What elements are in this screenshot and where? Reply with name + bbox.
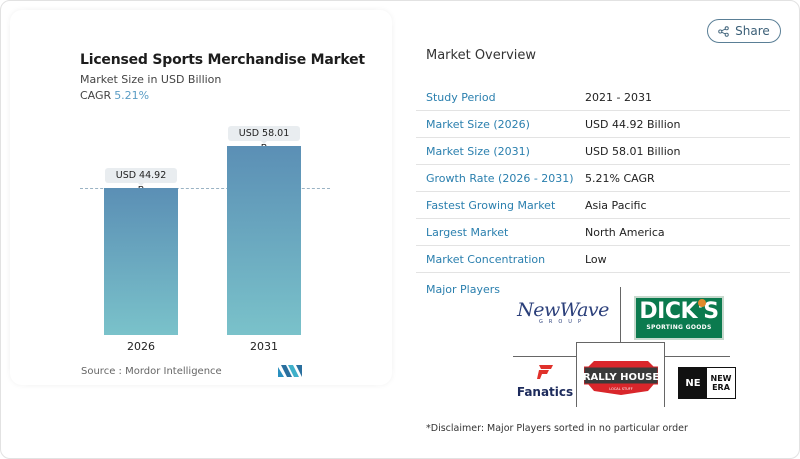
chart-subtitle: Market Size in USD Billion — [80, 73, 222, 86]
bar-2031[interactable] — [227, 146, 301, 335]
mordor-logo-icon — [278, 365, 302, 377]
x-label-2026: 2026 — [127, 340, 155, 353]
share-label: Share — [735, 24, 770, 38]
row-value: USD 58.01 Billion — [585, 144, 681, 158]
table-row: Study Period 2021 - 2031 — [416, 84, 790, 111]
row-value: North America — [585, 225, 665, 239]
bar-2026[interactable] — [104, 188, 178, 335]
row-key: Study Period — [426, 90, 496, 104]
svg-text:LOCAL STUFF: LOCAL STUFF — [609, 387, 632, 391]
x-label-2031: 2031 — [250, 340, 278, 353]
reference-line — [80, 188, 330, 189]
row-value: USD 44.92 Billion — [585, 117, 681, 131]
row-key: Fastest Growing Market — [426, 198, 556, 212]
row-value: Asia Pacific — [585, 198, 647, 212]
row-key: Market Size (2031) — [426, 144, 530, 158]
overview-table: Study Period 2021 - 2031 Market Size (20… — [416, 84, 790, 273]
row-value: 2021 - 2031 — [585, 90, 652, 104]
divider — [513, 356, 577, 357]
major-players-label: Major Players — [426, 283, 500, 296]
share-icon — [718, 25, 729, 37]
cagr: CAGR 5.21% — [80, 89, 149, 102]
row-key: Market Size (2026) — [426, 117, 530, 131]
svg-text:RALLY HOUSE: RALLY HOUSE — [584, 372, 658, 383]
chart-card — [10, 10, 392, 385]
chart-title: Licensed Sports Merchandise Market — [80, 52, 365, 68]
row-value: 5.21% CAGR — [585, 171, 655, 185]
table-row: Growth Rate (2026 - 2031) 5.21% CAGR — [416, 165, 790, 192]
table-row: Fastest Growing Market Asia Pacific — [416, 192, 790, 219]
basketball-icon — [698, 299, 706, 307]
table-row: Market Size (2026) USD 44.92 Billion — [416, 111, 790, 138]
row-key: Growth Rate (2026 - 2031) — [426, 171, 574, 185]
rally-house-logo: RALLY HOUSE LOCAL STUFF — [584, 361, 658, 395]
new-era-logo: NE NEW ERA — [678, 367, 736, 399]
table-row: Market Size (2031) USD 58.01 Billion — [416, 138, 790, 165]
major-players-logos: NewWave GROUP DICK'S SPORTING GOODS Fana… — [510, 287, 736, 407]
row-key: Largest Market — [426, 225, 509, 239]
dicks-sporting-goods-logo: DICK'S SPORTING GOODS — [634, 296, 724, 340]
overview-title: Market Overview — [426, 48, 537, 63]
bar-label-2031: USD 58.01 B — [228, 126, 300, 154]
disclaimer: *Disclaimer: Major Players sorted in no … — [426, 423, 688, 434]
cagr-label: CAGR — [80, 89, 112, 102]
row-value: Low — [585, 252, 607, 266]
source-text: Source : Mordor Intelligence — [81, 366, 222, 377]
fanatics-flag-icon — [537, 365, 553, 379]
divider — [620, 287, 621, 342]
table-row: Largest Market North America — [416, 219, 790, 246]
cagr-value: 5.21% — [114, 89, 150, 102]
share-button[interactable]: Share — [707, 19, 781, 43]
divider — [665, 356, 730, 357]
table-row: Market Concentration Low — [416, 246, 790, 273]
bar-label-2026: USD 44.92 B — [105, 168, 177, 196]
newwave-group-logo: NewWave GROUP — [517, 299, 609, 325]
fanatics-logo: Fanatics — [514, 365, 576, 399]
row-key: Market Concentration — [426, 252, 546, 266]
